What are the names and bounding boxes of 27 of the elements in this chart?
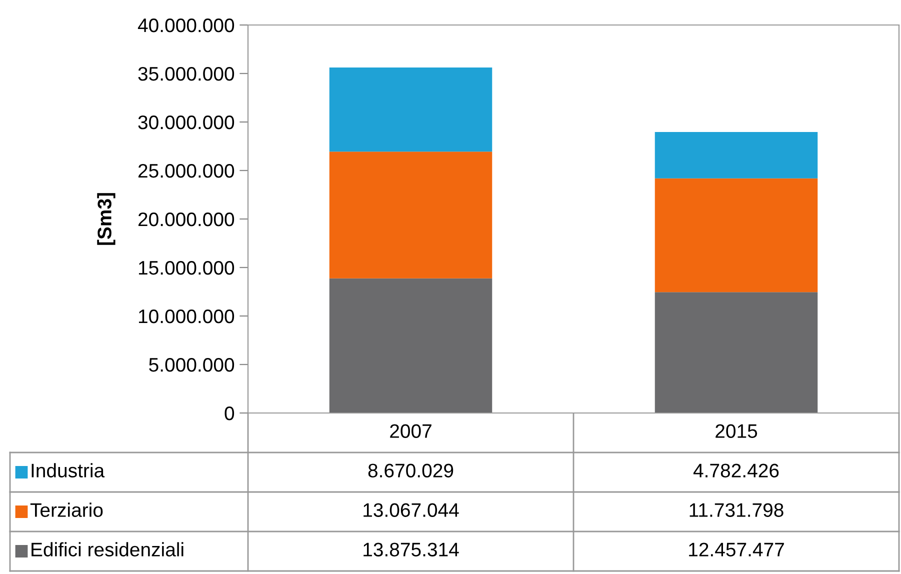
legend-label: Edifici residenziali bbox=[32, 542, 184, 556]
y-tick-label: 15.000.000 bbox=[138, 260, 234, 275]
legend-label: Terziario bbox=[30, 502, 103, 517]
y-axis-title: [Sm3] bbox=[97, 193, 116, 245]
y-tick-label: 20.000.000 bbox=[138, 212, 234, 226]
data-label: 11.731.798 bbox=[690, 503, 784, 517]
y-tick-label: 40.000.000 bbox=[138, 18, 234, 32]
data-label: 4.782.426 bbox=[693, 464, 779, 478]
y-tick-label: 10.000.000 bbox=[138, 309, 234, 324]
x-tick-label: 2015 bbox=[716, 424, 758, 438]
bar bbox=[329, 152, 492, 278]
bar bbox=[654, 178, 818, 292]
bar bbox=[654, 132, 818, 178]
bar bbox=[654, 292, 818, 413]
data-label: 8.670.029 bbox=[368, 464, 454, 478]
data-label: 13.067.044 bbox=[364, 503, 459, 517]
legend-label: Industria bbox=[32, 463, 105, 478]
data-label: 13.875.314 bbox=[364, 542, 459, 556]
y-tick-label: 35.000.000 bbox=[138, 66, 234, 81]
y-tick-label: 0 bbox=[224, 406, 234, 420]
data-label: 12.457.477 bbox=[689, 542, 784, 556]
y-tick-label: 25.000.000 bbox=[138, 164, 234, 178]
bar bbox=[329, 278, 492, 413]
x-tick-label: 2007 bbox=[390, 424, 432, 438]
bar bbox=[329, 68, 492, 152]
y-tick-label: 5.000.000 bbox=[149, 358, 234, 372]
y-tick-label: 30.000.000 bbox=[138, 115, 234, 130]
